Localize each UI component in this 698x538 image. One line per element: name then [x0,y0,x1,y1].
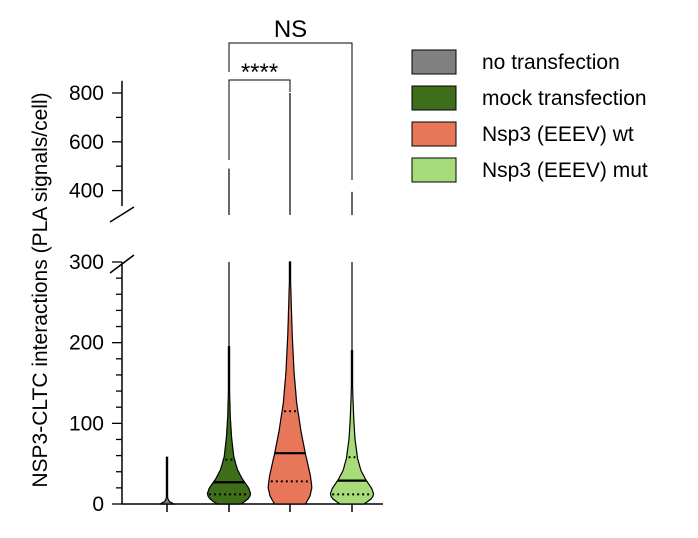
y-tick-label-0: 0 [92,493,104,516]
axis-break-lower [109,254,135,274]
y-tick-label-800: 800 [69,82,104,105]
annotation-ns: NS [274,16,307,43]
y-tick-label-100: 100 [69,412,104,435]
violin-nsp3-eeev-wt [267,261,313,505]
legend-label-nsp3-eeev-wt: Nsp3 (EEEV) wt [482,123,634,146]
violin-mock-transfection [206,346,252,505]
bracket-stars [228,79,291,160]
axis-break-upper [109,206,135,223]
bracket-ns [228,42,353,180]
legend-label-mock-transfection: mock transfection [482,87,647,110]
legend-swatch-nsp3-eeev-wt [411,121,457,147]
y-tick-label-200: 200 [69,332,104,355]
y-tick-label-600: 600 [69,131,104,154]
y-tick-label-300: 300 [69,251,104,274]
y-tick-label-400: 400 [69,180,104,203]
legend-swatch-no-transfection [411,49,457,75]
legend-swatch-mock-transfection [411,85,457,111]
violin-no-transfection [158,456,176,505]
y-axis-label: NSP3-CLTC interactions (PLA signals/cell… [29,92,52,487]
annotation-stars: **** [241,59,278,86]
legend-label-no-transfection: no transfection [482,51,620,74]
legend-swatch-nsp3-eeev-mut [411,157,457,183]
legend-label-nsp3-eeev-mut: Nsp3 (EEEV) mut [482,159,648,182]
